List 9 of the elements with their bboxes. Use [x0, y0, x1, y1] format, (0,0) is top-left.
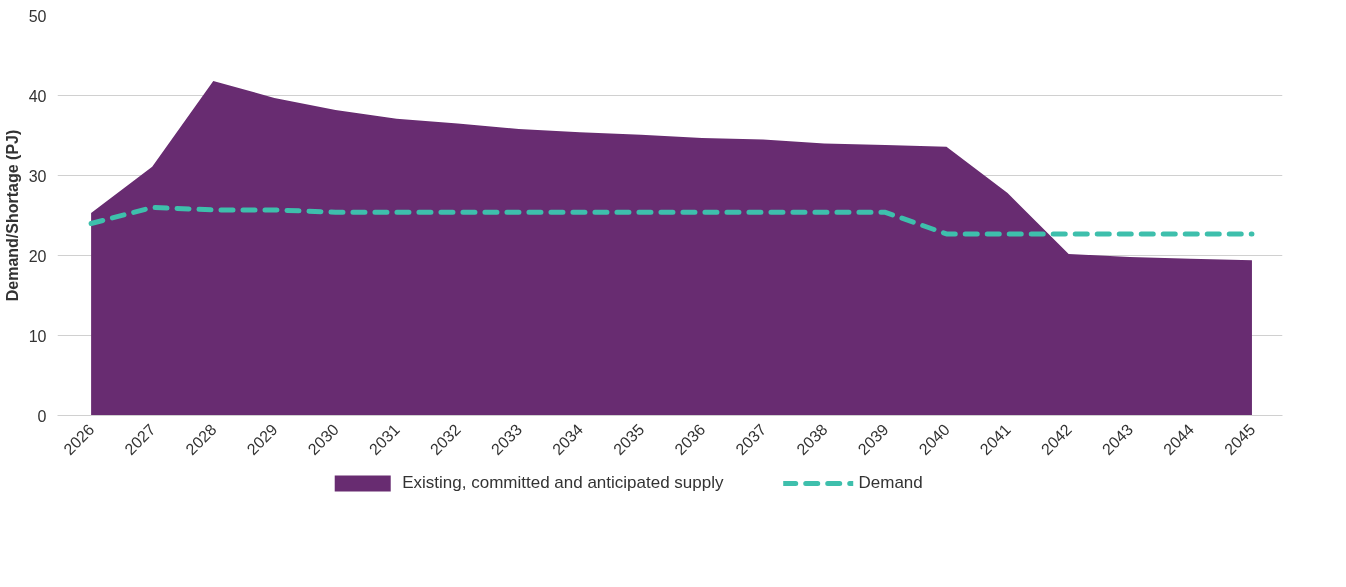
y-tick-label: 10 — [28, 327, 47, 345]
legend-label: Existing, committed and anticipated supply — [402, 473, 724, 493]
y-tick-label: 0 — [37, 407, 47, 425]
legend-label: Demand — [858, 473, 923, 493]
y-axis-title: Demand/Shortage (PJ) — [3, 129, 21, 302]
y-tick-label: 40 — [28, 87, 47, 105]
y-tick-label: 20 — [28, 247, 47, 265]
y-tick-label: 30 — [28, 167, 47, 185]
y-tick-label: 50 — [28, 7, 47, 25]
